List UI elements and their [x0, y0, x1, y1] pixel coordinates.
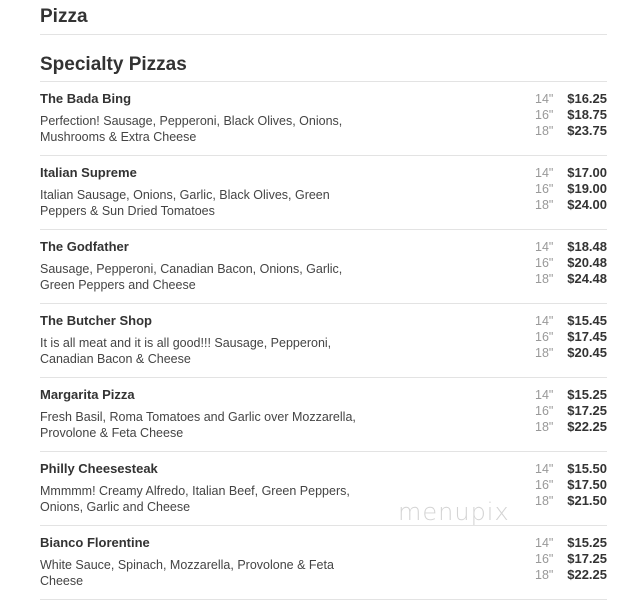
- section-title: Specialty Pizzas: [40, 35, 607, 82]
- menu-item: Bianco Florentine White Sauce, Spinach, …: [40, 526, 607, 600]
- price: $20.45: [567, 345, 607, 360]
- menu-item: The Bada Bing Perfection! Sausage, Peppe…: [40, 82, 607, 156]
- item-name: Philly Cheesesteak: [40, 461, 158, 476]
- item-description: White Sauce, Spinach, Mozzarella, Provol…: [40, 558, 334, 588]
- price-list: 14" $15.45 16" $17.45 18" $20.45: [535, 313, 607, 361]
- size-label: 14": [535, 240, 554, 254]
- price-list: 14" $15.50 16" $17.50 18" $21.50: [535, 461, 607, 509]
- size-label: 14": [535, 536, 554, 550]
- item-name: Bianco Florentine: [40, 535, 150, 550]
- size-label: 16": [535, 552, 554, 566]
- price-row: 16" $20.48: [535, 255, 607, 271]
- price: $19.00: [567, 181, 607, 196]
- item-description: Fresh Basil, Roma Tomatoes and Garlic ov…: [40, 410, 356, 440]
- price: $21.50: [567, 493, 607, 508]
- price-list: 14" $15.25 16" $17.25 18" $22.25: [535, 387, 607, 435]
- size-label: 14": [535, 166, 554, 180]
- size-label: 18": [535, 568, 554, 582]
- price: $17.25: [567, 551, 607, 566]
- price: $15.25: [567, 387, 607, 402]
- price-row: 14" $17.00: [535, 165, 607, 181]
- watermark-logo: menupix: [398, 498, 510, 526]
- price-list: 14" $17.00 16" $19.00 18" $24.00: [535, 165, 607, 213]
- price: $24.48: [567, 271, 607, 286]
- menu-item: Philly Cheesesteak Mmmmm! Creamy Alfredo…: [40, 452, 607, 526]
- price-row: 16" $18.75: [535, 107, 607, 123]
- menu-items: The Bada Bing Perfection! Sausage, Peppe…: [40, 82, 607, 600]
- size-label: 16": [535, 108, 554, 122]
- size-label: 16": [535, 182, 554, 196]
- price-row: 14" $15.45: [535, 313, 607, 329]
- price: $20.48: [567, 255, 607, 270]
- price-row: 16" $17.50: [535, 477, 607, 493]
- size-label: 14": [535, 388, 554, 402]
- category-title: Pizza: [40, 0, 607, 35]
- price: $17.50: [567, 477, 607, 492]
- price: $17.25: [567, 403, 607, 418]
- menu-item: The Butcher Shop It is all meat and it i…: [40, 304, 607, 378]
- price-list: 14" $18.48 16" $20.48 18" $24.48: [535, 239, 607, 287]
- size-label: 14": [535, 462, 554, 476]
- price-row: 18" $24.48: [535, 271, 607, 287]
- price-row: 14" $15.25: [535, 535, 607, 551]
- item-description: Perfection! Sausage, Pepperoni, Black Ol…: [40, 114, 343, 144]
- size-label: 18": [535, 494, 554, 508]
- menu-item: Margarita Pizza Fresh Basil, Roma Tomato…: [40, 378, 607, 452]
- size-label: 16": [535, 478, 554, 492]
- price: $18.48: [567, 239, 607, 254]
- price-row: 18" $24.00: [535, 197, 607, 213]
- size-label: 18": [535, 124, 554, 138]
- price: $15.25: [567, 535, 607, 550]
- price: $24.00: [567, 197, 607, 212]
- price-list: 14" $15.25 16" $17.25 18" $22.25: [535, 535, 607, 583]
- size-label: 14": [535, 92, 554, 106]
- item-name: Italian Supreme: [40, 165, 137, 180]
- price-row: 18" $23.75: [535, 123, 607, 139]
- menu-item: Italian Supreme Italian Sausage, Onions,…: [40, 156, 607, 230]
- size-label: 16": [535, 330, 554, 344]
- price-row: 16" $17.45: [535, 329, 607, 345]
- price: $17.45: [567, 329, 607, 344]
- price-row: 18" $22.25: [535, 567, 607, 583]
- item-description: Mmmmm! Creamy Alfredo, Italian Beef, Gre…: [40, 484, 350, 514]
- price-row: 18" $22.25: [535, 419, 607, 435]
- price-row: 16" $17.25: [535, 403, 607, 419]
- item-name: Margarita Pizza: [40, 387, 135, 402]
- price: $23.75: [567, 123, 607, 138]
- item-name: The Godfather: [40, 239, 129, 254]
- size-label: 16": [535, 256, 554, 270]
- price-row: 16" $19.00: [535, 181, 607, 197]
- size-label: 16": [535, 404, 554, 418]
- size-label: 18": [535, 272, 554, 286]
- price: $22.25: [567, 567, 607, 582]
- price: $15.45: [567, 313, 607, 328]
- price-row: 16" $17.25: [535, 551, 607, 567]
- menu: Pizza Specialty Pizzas The Bada Bing Per…: [40, 0, 607, 600]
- size-label: 14": [535, 314, 554, 328]
- price-list: 14" $16.25 16" $18.75 18" $23.75: [535, 91, 607, 139]
- price-row: 14" $15.50: [535, 461, 607, 477]
- price-row: 18" $21.50: [535, 493, 607, 509]
- price-row: 14" $15.25: [535, 387, 607, 403]
- menu-item: The Godfather Sausage, Pepperoni, Canadi…: [40, 230, 607, 304]
- size-label: 18": [535, 346, 554, 360]
- item-description: It is all meat and it is all good!!! Sau…: [40, 336, 332, 366]
- price-row: 14" $18.48: [535, 239, 607, 255]
- item-name: The Butcher Shop: [40, 313, 152, 328]
- size-label: 18": [535, 198, 554, 212]
- price: $16.25: [567, 91, 607, 106]
- price-row: 18" $20.45: [535, 345, 607, 361]
- price-row: 14" $16.25: [535, 91, 607, 107]
- item-name: The Bada Bing: [40, 91, 132, 106]
- price: $15.50: [567, 461, 607, 476]
- price: $18.75: [567, 107, 607, 122]
- item-description: Sausage, Pepperoni, Canadian Bacon, Onio…: [40, 262, 343, 292]
- price: $17.00: [567, 165, 607, 180]
- size-label: 18": [535, 420, 554, 434]
- item-description: Italian Sausage, Onions, Garlic, Black O…: [40, 188, 330, 218]
- price: $22.25: [567, 419, 607, 434]
